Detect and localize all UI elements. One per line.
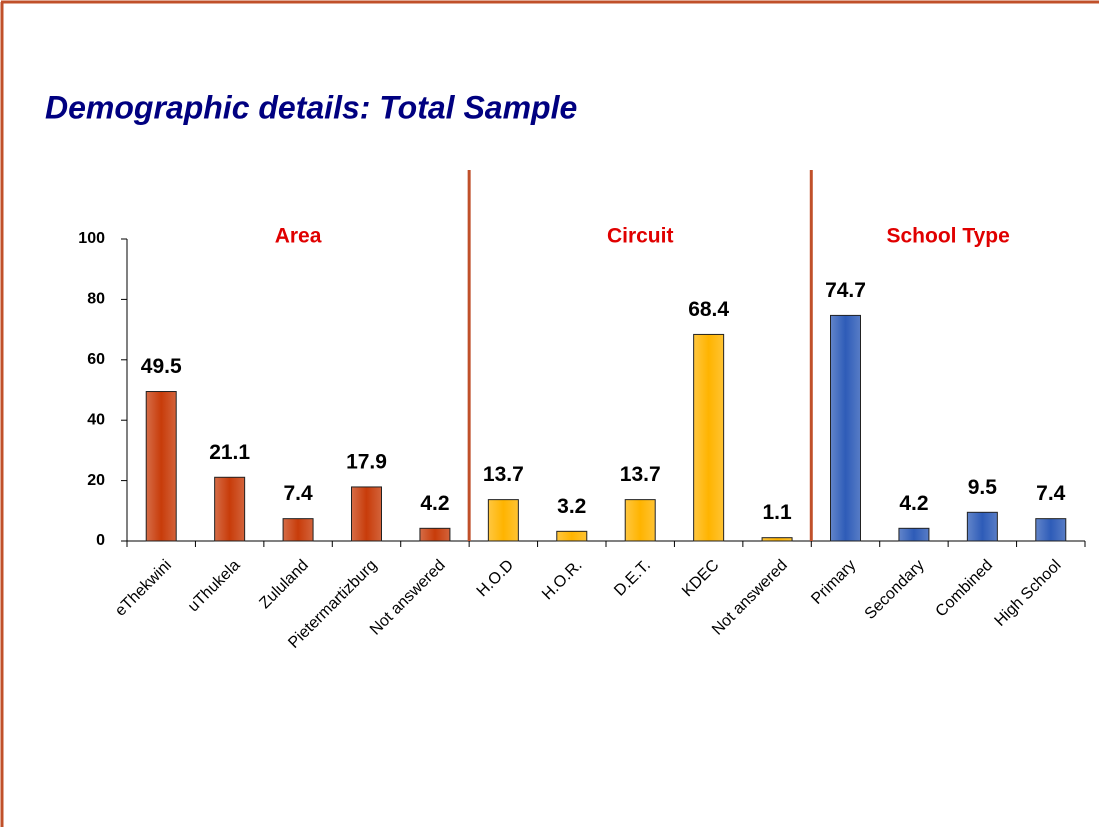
data-label: 7.4 [1036, 482, 1066, 505]
bar [1035, 518, 1067, 542]
bar [761, 537, 793, 542]
group-label: Area [275, 225, 322, 248]
y-tick-label: 40 [87, 411, 105, 428]
bar [351, 486, 382, 542]
group-label: School Type [886, 225, 1009, 248]
bar [556, 530, 588, 542]
y-tick-label: 0 [96, 532, 105, 549]
bar [214, 476, 246, 542]
bar [898, 527, 930, 542]
bar [419, 527, 451, 542]
chart-title: Demographic details: Total Sample [45, 89, 577, 125]
bar [487, 499, 519, 542]
bar [966, 511, 998, 542]
data-label: 13.7 [620, 463, 661, 486]
group-label: Circuit [607, 225, 674, 248]
data-label: 74.7 [825, 279, 866, 302]
data-label: 3.2 [557, 495, 586, 518]
data-label: 4.2 [899, 492, 928, 515]
bar [624, 499, 656, 542]
y-tick-label: 100 [78, 230, 105, 247]
data-label: 13.7 [483, 463, 524, 486]
bar [282, 518, 314, 542]
y-tick-label: 80 [87, 291, 105, 308]
y-tick-label: 60 [87, 351, 105, 368]
data-label: 17.9 [346, 450, 387, 473]
data-label: 21.1 [209, 441, 250, 464]
y-tick-label: 20 [87, 472, 105, 489]
bar [693, 333, 725, 542]
data-label: 4.2 [420, 492, 449, 515]
bar [830, 314, 861, 542]
data-label: 1.1 [762, 501, 792, 524]
data-label: 7.4 [283, 482, 313, 505]
data-label: 68.4 [688, 298, 729, 321]
data-label: 9.5 [968, 476, 998, 499]
data-label: 49.5 [141, 355, 182, 378]
bar [145, 391, 177, 542]
